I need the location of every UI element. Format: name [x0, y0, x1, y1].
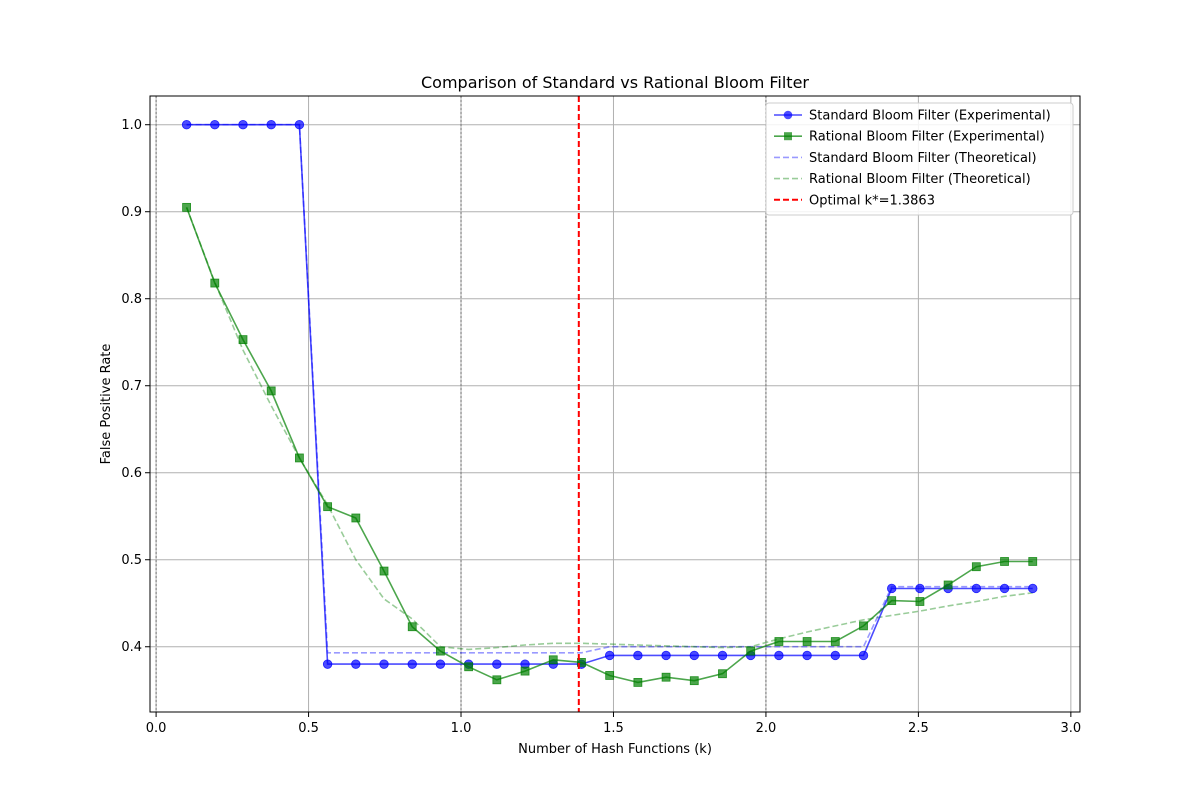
data-point: [435, 659, 446, 669]
data-point: [238, 335, 248, 345]
ticks: 0.0 0.5 1.0 1.5 2.0 2.5 3.0 0.4 0.5 0.6 0.7 0.8 0.9 1…: [121, 118, 1081, 736]
data-point: [718, 669, 727, 679]
integer-dotted-lines: [155, 96, 767, 712]
data-point: [858, 650, 869, 661]
data-point: [887, 583, 897, 594]
data-point: [492, 659, 502, 669]
legend-entry: Optimal k*=1.3863: [774, 193, 935, 208]
data-point: [633, 678, 643, 687]
data-point: [915, 597, 925, 606]
data-point: [774, 637, 784, 646]
data-point: [1028, 557, 1038, 566]
data-point: [294, 120, 305, 130]
x-tick-label: 3.0: [1061, 721, 1082, 736]
data-point: [1028, 583, 1038, 594]
data-point: [633, 650, 643, 661]
legend-swatch-marker: [783, 110, 793, 120]
data-point: [661, 650, 671, 661]
plot-frame: [149, 95, 1081, 713]
legend-entry: Standard Bloom Filter (Theoretical): [774, 151, 1037, 166]
data-point: [689, 650, 699, 661]
x-tick-label: 0.5: [298, 721, 319, 736]
x-tick-label: 2.5: [908, 721, 929, 736]
data-point: [407, 659, 417, 669]
data-point: [604, 650, 615, 661]
data-point: [943, 580, 953, 590]
legend-entry: Rational Bloom Filter (Experimental): [774, 130, 1045, 145]
data-point: [266, 120, 276, 130]
y-tick-label: 0.5: [121, 553, 142, 568]
data-point: [577, 658, 586, 667]
data-point: [859, 621, 868, 631]
y-tick-label: 0.7: [121, 379, 142, 394]
chart-title: Comparison of Standard vs Rational Bloom…: [421, 73, 809, 92]
data-point: [605, 671, 615, 680]
data-point: [210, 120, 220, 130]
data-point: [323, 502, 333, 512]
data-point: [492, 675, 502, 685]
legend-label: Standard Bloom Filter (Experimental): [809, 109, 1051, 124]
data-point: [774, 650, 784, 661]
series-1: [182, 202, 1038, 687]
y-tick-label: 1.0: [121, 118, 142, 133]
y-tick-label: 0.9: [121, 205, 142, 220]
data-point: [746, 646, 756, 656]
series-layer: [181, 120, 1038, 687]
data-point: [1000, 557, 1009, 566]
data-point: [830, 650, 841, 661]
data-point: [548, 655, 558, 665]
legend-entry: Standard Bloom Filter (Experimental): [774, 109, 1051, 124]
data-point: [971, 562, 981, 572]
data-point: [802, 637, 812, 646]
legend-label: Optimal k*=1.3863: [809, 193, 935, 208]
data-point: [830, 637, 840, 646]
data-point: [295, 453, 304, 463]
legend: Standard Bloom Filter (Experimental) Rati…: [765, 102, 1074, 216]
x-tick-label: 1.5: [603, 721, 624, 736]
data-point: [407, 622, 417, 632]
legend-swatch-marker: [784, 132, 792, 141]
data-point: [379, 566, 389, 576]
data-point: [887, 596, 897, 606]
data-point: [322, 659, 333, 669]
data-point: [520, 666, 530, 676]
data-point: [266, 386, 276, 396]
data-point: [238, 120, 248, 130]
x-tick-label: 0.0: [146, 721, 167, 736]
data-point: [182, 202, 191, 212]
data-point: [689, 676, 699, 686]
legend-entry: Rational Bloom Filter (Theoretical): [774, 172, 1031, 187]
x-tick-label: 1.0: [451, 721, 472, 736]
x-axis-label: Number of Hash Functions (k): [518, 742, 712, 757]
y-tick-label: 0.8: [121, 292, 142, 307]
data-point: [210, 278, 220, 288]
y-tick-label: 0.4: [121, 640, 142, 655]
data-point: [717, 650, 728, 661]
x-tick-label: 2.0: [756, 721, 777, 736]
data-point: [436, 646, 445, 656]
legend-label: Standard Bloom Filter (Theoretical): [809, 151, 1037, 166]
legend-label: Rational Bloom Filter (Theoretical): [809, 172, 1031, 187]
data-point: [351, 659, 361, 669]
data-point: [351, 513, 361, 523]
data-point: [379, 659, 389, 669]
data-point: [915, 583, 925, 594]
data-point: [971, 583, 982, 594]
legend-label: Rational Bloom Filter (Experimental): [809, 130, 1045, 145]
y-tick-label: 0.6: [121, 466, 142, 481]
legend-box: [765, 102, 1074, 216]
data-point: [999, 583, 1010, 594]
data-point: [661, 672, 671, 682]
y-axis-label: False Positive Rate: [99, 344, 114, 465]
data-point: [464, 662, 474, 672]
data-point: [181, 120, 192, 130]
data-point: [802, 650, 812, 661]
